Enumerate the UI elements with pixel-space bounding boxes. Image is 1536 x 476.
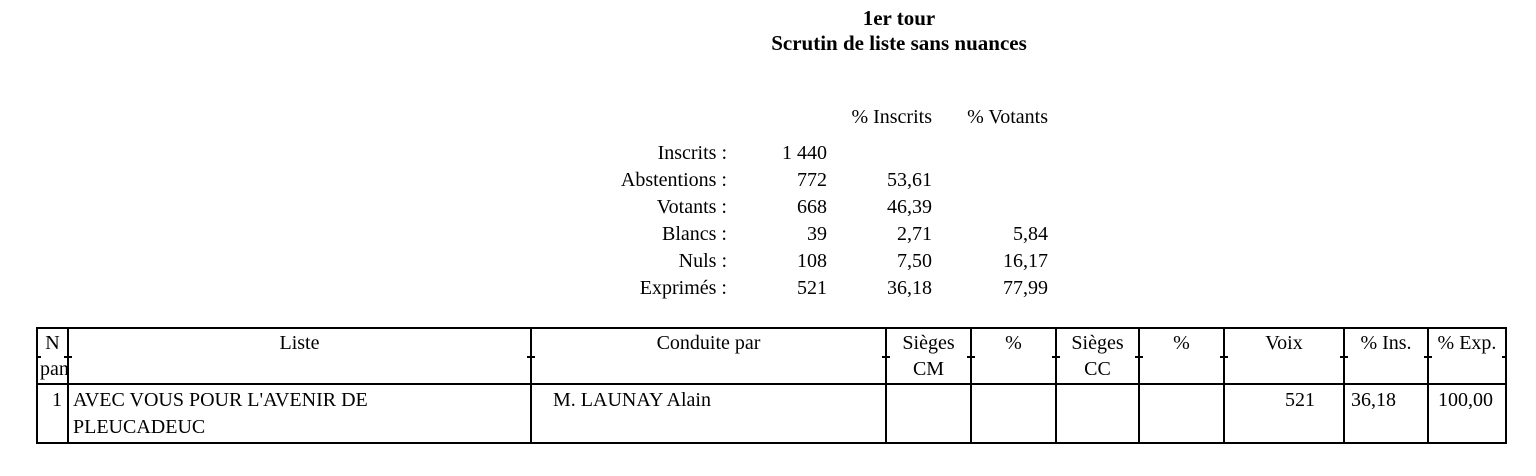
summary-header-pct-votants: % Votants bbox=[967, 106, 1048, 128]
header-pct-cm-label: % bbox=[1005, 332, 1022, 354]
cell-pct-cm bbox=[970, 383, 1057, 444]
cell-liste-name: AVEC VOUS POUR L'AVENIR DE PLEUCADEUC bbox=[67, 383, 532, 444]
title-scrutin-type: Scrutin de liste sans nuances bbox=[771, 31, 1027, 55]
header-pct-exp-label: % Exp. bbox=[1437, 332, 1497, 354]
summary-value: 668 bbox=[797, 196, 827, 218]
table-row: 1 AVEC VOUS POUR L'AVENIR DE PLEUCADEUC … bbox=[36, 383, 1507, 444]
summary-row-blancs: Blancs : 39 2,71 5,84 bbox=[557, 221, 1048, 248]
results-table: N pan Liste Conduite par Sièges CM % Siè bbox=[36, 327, 1507, 444]
cell-pct-cc bbox=[1138, 383, 1225, 444]
title-round: 1er tour bbox=[862, 6, 936, 30]
header-voix: Voix bbox=[1223, 327, 1345, 385]
summary-label: Votants : bbox=[656, 196, 727, 218]
header-sieges-cm-line2: CM bbox=[912, 358, 945, 380]
summary-header-spacer-label bbox=[557, 104, 727, 131]
summary-label: Nuls : bbox=[678, 250, 727, 272]
summary-header-row: % Inscrits % Votants bbox=[557, 104, 1048, 131]
header-liste: Liste bbox=[67, 327, 532, 385]
summary-row-nuls: Nuls : 108 7,50 16,17 bbox=[557, 248, 1048, 275]
header-n-pan-line1: N bbox=[45, 332, 60, 354]
summary-pct-inscrits bbox=[827, 140, 932, 167]
header-conduite-par: Conduite par bbox=[530, 327, 887, 385]
header-voix-label: Voix bbox=[1265, 332, 1303, 354]
cell-sieges-cm bbox=[885, 383, 972, 444]
summary-pct-inscrits: 36,18 bbox=[887, 277, 932, 299]
liste-name-text: AVEC VOUS POUR L'AVENIR DE PLEUCADEUC bbox=[73, 389, 368, 438]
summary-pct-votants bbox=[932, 167, 1048, 194]
header-n-pan: N pan bbox=[36, 327, 69, 385]
summary-label: Blancs : bbox=[662, 223, 727, 245]
cell-voix: 521 bbox=[1223, 383, 1345, 444]
summary-value: 772 bbox=[797, 169, 827, 191]
summary-header-pct-inscrits: % Inscrits bbox=[851, 106, 932, 128]
header-liste-label: Liste bbox=[279, 332, 320, 354]
header-pct-cc: % bbox=[1138, 327, 1225, 385]
summary-pct-votants: 16,17 bbox=[1003, 250, 1048, 272]
summary-row-exprimes: Exprimés : 521 36,18 77,99 bbox=[557, 275, 1048, 302]
header-pct-cc-label: % bbox=[1173, 332, 1190, 354]
summary-header-spacer-value bbox=[727, 104, 827, 131]
summary-pct-inscrits: 7,50 bbox=[897, 250, 932, 272]
summary-label: Inscrits : bbox=[657, 142, 727, 164]
cell-pct-ins: 36,18 bbox=[1343, 383, 1429, 444]
cell-sieges-cc bbox=[1055, 383, 1140, 444]
summary-value: 39 bbox=[807, 223, 827, 245]
header-pct-exp: % Exp. bbox=[1427, 327, 1507, 385]
summary-pct-inscrits: 46,39 bbox=[887, 196, 932, 218]
summary-row-votants: Votants : 668 46,39 bbox=[557, 194, 1048, 221]
header-n-pan-line2: pan bbox=[40, 358, 68, 380]
header-sieges-cm-line1: Sièges bbox=[902, 332, 955, 354]
summary-value: 108 bbox=[797, 250, 827, 272]
summary-pct-votants bbox=[932, 140, 1048, 167]
summary-value: 521 bbox=[797, 277, 827, 299]
cell-pct-exp: 100,00 bbox=[1427, 383, 1507, 444]
cell-panel-number: 1 bbox=[36, 383, 69, 444]
header-sieges-cc: Sièges CC bbox=[1055, 327, 1140, 385]
results-header-row: N pan Liste Conduite par Sièges CM % Siè bbox=[36, 327, 1507, 385]
summary-row-abstentions: Abstentions : 772 53,61 bbox=[557, 167, 1048, 194]
summary-pct-inscrits: 53,61 bbox=[887, 169, 932, 191]
cell-conduite-par: M. LAUNAY Alain bbox=[530, 383, 887, 444]
summary-row-inscrits: Inscrits : 1 440 bbox=[557, 140, 1048, 167]
header-sieges-cc-line1: Sièges bbox=[1071, 332, 1124, 354]
header-pct-ins: % Ins. bbox=[1343, 327, 1429, 385]
summary-pct-inscrits: 2,71 bbox=[897, 223, 932, 245]
summary-pct-votants bbox=[932, 194, 1048, 221]
summary-value: 1 440 bbox=[782, 142, 827, 164]
summary-label: Exprimés : bbox=[639, 277, 727, 299]
header-sieges-cc-line2: CC bbox=[1084, 358, 1111, 380]
participation-summary: % Inscrits % Votants Inscrits : 1 440 Ab… bbox=[557, 104, 1048, 302]
header-pct-cm: % bbox=[970, 327, 1057, 385]
header-pct-ins-label: % Ins. bbox=[1360, 332, 1412, 354]
header-conduite-par-label: Conduite par bbox=[656, 332, 761, 354]
summary-pct-votants: 77,99 bbox=[1003, 277, 1048, 299]
summary-label: Abstentions : bbox=[620, 169, 727, 191]
document-title: 1er tour Scrutin de liste sans nuances bbox=[699, 6, 1099, 56]
summary-pct-votants: 5,84 bbox=[1013, 223, 1048, 245]
header-sieges-cm: Sièges CM bbox=[885, 327, 972, 385]
